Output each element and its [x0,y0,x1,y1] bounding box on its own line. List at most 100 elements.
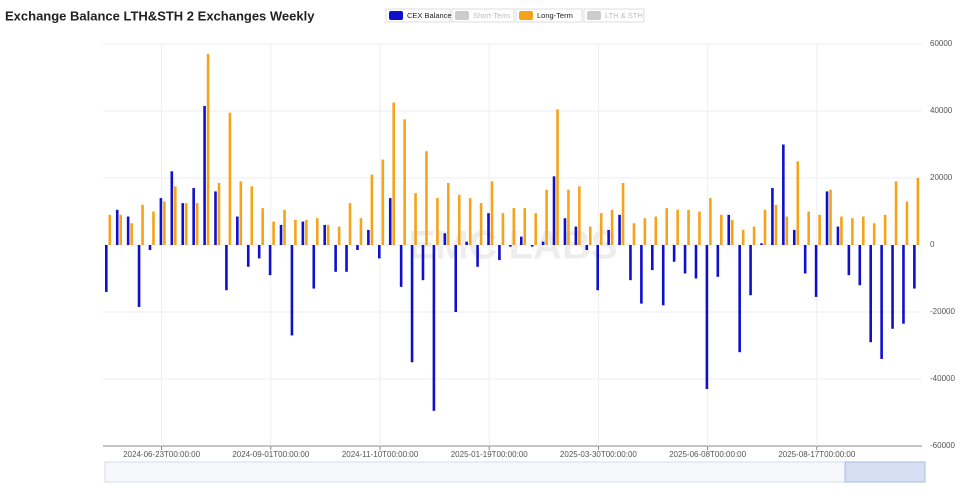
x-tick-label: 2024-09-01T00:00:00 [232,450,310,459]
bar [392,102,396,245]
bar [610,209,614,245]
bar [763,209,767,245]
bar [261,208,264,245]
bar [814,245,818,297]
chart-title: Exchange Balance LTH&STH 2 Exchanges Wee… [5,8,315,23]
bar [236,216,239,245]
y-tick-label: 20000 [930,173,953,182]
bar [858,245,862,286]
bar [727,214,731,245]
bar [257,245,261,259]
legend-swatch[interactable] [519,11,533,20]
slider-track [104,461,926,483]
bar [378,245,381,259]
x-tick-label: 2025-01-19T00:00:00 [451,450,529,459]
bar [203,105,206,245]
bar [214,191,217,245]
legend-label[interactable]: Short-Term [473,11,510,20]
bar [869,245,872,343]
bar [672,245,676,262]
bar [279,224,283,245]
bar [447,183,450,245]
x-tick-label: 2024-11-10T00:00:00 [342,450,419,459]
bar [643,218,647,245]
bar [709,198,712,245]
slider-window[interactable] [844,461,926,483]
bar [596,245,599,291]
bar [414,193,417,245]
bar [468,198,472,245]
legend-swatch[interactable] [455,11,469,20]
legend-swatch[interactable] [587,11,601,20]
bar [305,219,308,245]
bar [334,245,337,272]
bar [523,208,527,245]
bar [301,221,305,245]
legend-label[interactable]: LTH & STH [605,11,643,20]
legend-swatch[interactable] [389,11,403,20]
bar [578,186,581,245]
bar [774,204,778,245]
bar [268,245,272,276]
bar [785,216,789,245]
bar [501,213,505,245]
bar [618,214,621,245]
bar [170,171,174,245]
bar [356,245,359,251]
bar [454,245,458,312]
bar [651,245,654,271]
bar [574,226,578,245]
bar [283,209,286,245]
bar [490,181,494,245]
bar [225,245,228,291]
x-tick-label: 2025-08-17T00:00:00 [778,450,856,459]
bar [720,214,723,245]
y-tick-label: 40000 [930,106,953,115]
bar [913,245,916,289]
bar [228,112,232,245]
bar [192,188,195,245]
bar [654,216,658,245]
bar [370,174,374,245]
bar [345,245,348,272]
bar [487,213,490,245]
bar [367,229,370,245]
bar [239,181,243,245]
bar [465,241,468,245]
bar [148,245,152,251]
bar [829,189,832,245]
bar [184,203,188,245]
bar [716,245,720,277]
bar [498,245,501,261]
bar [326,224,330,245]
bar [436,198,439,245]
bar [676,209,679,245]
bar [403,119,406,245]
bar [621,183,625,245]
bar [847,245,851,276]
bar [519,236,523,245]
bar [181,203,185,245]
bar [457,194,461,245]
bar [771,188,774,245]
legend-label[interactable]: CEX Balance [407,11,452,20]
bar [905,201,909,245]
bar [629,245,632,281]
bar [665,208,669,245]
bar [782,144,785,245]
bar [741,229,745,245]
zoom-slider[interactable] [104,461,926,483]
y-tick-label: 60000 [930,39,953,48]
bar [119,214,123,245]
bar [108,214,112,245]
bar [272,221,275,245]
bar [315,218,319,245]
bar [290,245,294,336]
bar [807,211,810,245]
bar [443,233,447,245]
legend-label[interactable]: Long-Term [537,11,573,20]
bar [509,245,512,247]
bar [698,211,701,245]
bar [883,214,887,245]
